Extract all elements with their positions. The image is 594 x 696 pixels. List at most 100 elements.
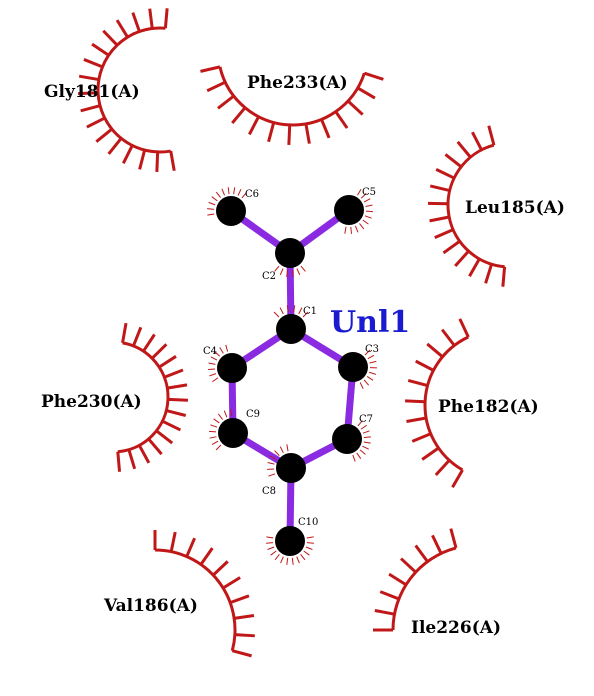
hash-tick: [296, 268, 301, 276]
arc-spike: [320, 118, 331, 139]
hash-tick: [362, 219, 369, 225]
arc-spike: [231, 649, 252, 658]
arc-curve: [446, 143, 505, 269]
hash-tick: [344, 226, 347, 234]
hash-tick: [366, 375, 374, 381]
arc-spike: [458, 318, 470, 338]
arc-spike: [287, 124, 292, 145]
arc-spike: [116, 451, 122, 472]
arc-spike: [440, 328, 456, 347]
hash-tick: [221, 188, 226, 196]
atom-contact-hash-c5: [344, 188, 373, 234]
hash-tick: [360, 424, 367, 430]
hash-tick: [210, 356, 218, 361]
arc-spike: [199, 547, 214, 566]
hydrophobic-arc-leu185: [427, 125, 507, 287]
arc-spike: [471, 131, 483, 151]
hydrophobic-arc-phe182: [405, 318, 470, 489]
atom-contact-hash-c8: [267, 444, 289, 477]
arc-spike: [169, 531, 177, 552]
arc-spike: [91, 42, 110, 57]
arc-spike: [83, 58, 104, 69]
arc-spike: [217, 94, 235, 110]
arc-spike: [137, 444, 151, 464]
arc-spike: [165, 409, 187, 417]
hash-tick: [214, 351, 221, 357]
residue-label-phe230: Phe230(A): [41, 392, 142, 412]
arc-spike: [147, 437, 163, 456]
atom-contact-hash-c3: [359, 349, 378, 389]
hash-tick: [286, 444, 289, 452]
arc-spike: [107, 137, 123, 155]
hash-tick: [369, 371, 376, 375]
atom-label-c7: C7: [359, 414, 373, 425]
atom-label-c3: C3: [365, 344, 379, 355]
hydrophobic-arc-gly181: [78, 8, 176, 172]
arc-spike: [200, 65, 221, 73]
atom-label-c6: C6: [245, 189, 259, 200]
hash-tick: [357, 420, 363, 427]
hash-tick: [213, 418, 220, 424]
hash-tick: [365, 204, 373, 207]
arc-spike: [222, 576, 241, 590]
hash-tick: [266, 536, 274, 539]
hash-tick: [274, 265, 280, 272]
hash-tick: [223, 410, 228, 418]
arc-spike: [484, 263, 493, 284]
hash-tick: [227, 187, 230, 195]
hash-tick: [300, 265, 306, 272]
hash-tick: [217, 413, 224, 420]
residue-label-val186: Val186(A): [103, 596, 198, 616]
hash-tick: [270, 550, 277, 556]
arc-spike: [363, 71, 384, 81]
hash-tick: [208, 362, 216, 365]
arc-spike: [80, 104, 101, 113]
hash-tick: [359, 449, 366, 455]
arc-spike: [501, 266, 507, 287]
atom-label-c10: C10: [298, 517, 318, 528]
residue-label-leu185: Leu185(A): [465, 198, 565, 218]
arc-spike: [346, 99, 364, 116]
hash-tick: [306, 542, 314, 544]
atom-contact-hash-c1: [273, 305, 309, 318]
hash-tick: [362, 430, 370, 434]
arc-spike: [229, 594, 250, 605]
hash-tick: [291, 557, 294, 565]
residue-label-gly181: Gly181(A): [44, 82, 140, 102]
hash-tick: [279, 268, 284, 276]
arc-spike: [155, 429, 174, 445]
arc-spike: [167, 383, 188, 390]
hash-tick: [267, 461, 275, 465]
arc-spike: [400, 557, 417, 574]
hash-tick: [207, 208, 215, 210]
hash-tick: [357, 188, 362, 196]
arc-spike: [468, 258, 481, 278]
hash-tick: [219, 347, 224, 354]
hash-tick: [300, 554, 306, 561]
atom-c7: [332, 424, 362, 454]
arc-spike: [163, 8, 169, 29]
arc-spike: [151, 343, 168, 360]
atom-c2: [275, 238, 305, 268]
residue-label-ile226: Ile226(A): [411, 618, 501, 638]
hash-tick: [363, 436, 371, 439]
arc-curve: [96, 26, 172, 154]
hash-tick: [211, 196, 218, 202]
hash-tick: [360, 192, 367, 199]
arc-spike: [127, 449, 137, 470]
atom-contact-hash-c9: [209, 409, 233, 451]
hash-tick: [291, 269, 294, 277]
hash-tick: [350, 226, 353, 234]
atom-contact-hash-c10: [266, 536, 314, 565]
atom-c4: [217, 353, 247, 383]
hash-tick: [354, 225, 359, 233]
arc-spike: [414, 544, 429, 563]
hash-tick: [210, 424, 218, 428]
atom-label-c5: C5: [362, 187, 376, 198]
arc-spike: [434, 228, 454, 240]
arc-spike: [334, 110, 349, 129]
arc-spike: [406, 416, 427, 423]
residue-label-phe182: Phe182(A): [438, 397, 539, 417]
hash-tick: [211, 440, 219, 445]
hash-tick: [208, 201, 216, 206]
